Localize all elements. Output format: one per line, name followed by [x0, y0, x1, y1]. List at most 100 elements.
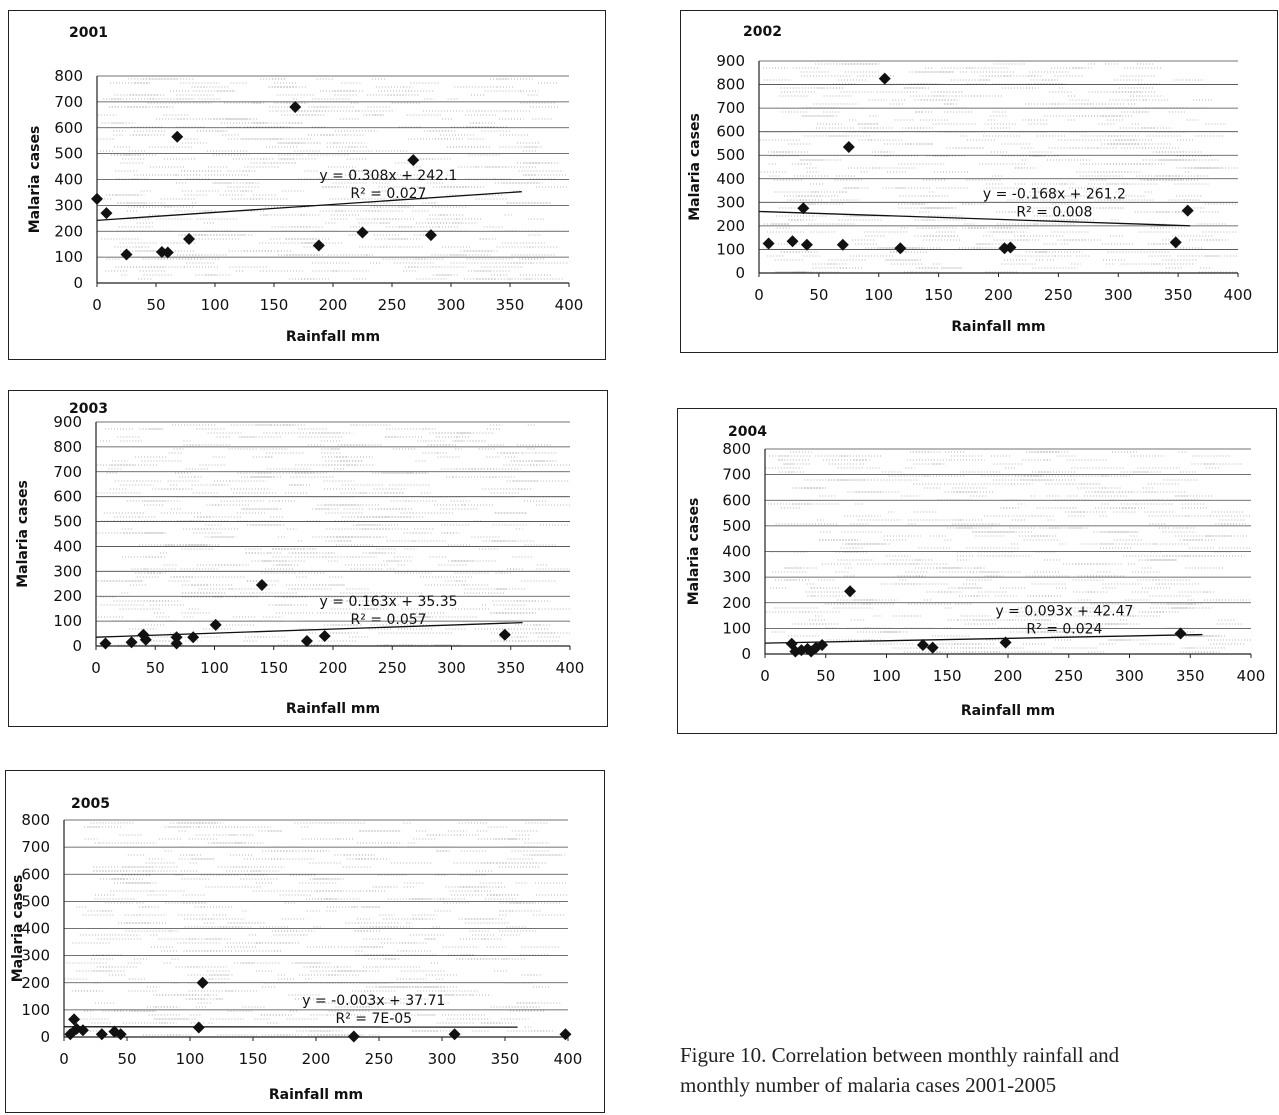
x-tick-label: 200	[319, 659, 348, 677]
y-tick-label: 400	[21, 920, 50, 938]
y-tick-label: 0	[40, 1028, 50, 1046]
x-tick-label: 200	[984, 286, 1013, 304]
x-tick-label: 0	[92, 296, 102, 314]
data-point	[300, 635, 313, 648]
x-tick-label: 50	[809, 286, 828, 304]
chart-title: 2003	[69, 401, 108, 417]
x-tick-label: 50	[816, 667, 835, 685]
y-tick-label: 500	[53, 513, 82, 531]
chart-2004: 0 100 200 300 400 500 600 700 800 0 50 100 150 200 250…	[677, 408, 1277, 734]
y-tick-label: 800	[722, 440, 751, 458]
data-point	[916, 639, 929, 652]
x-tick-label: 400	[556, 659, 585, 677]
y-tick-label: 400	[53, 537, 82, 555]
x-tick-label: 350	[1164, 286, 1193, 304]
x-tick-label: 300	[437, 296, 466, 314]
trendline-equation: y = -0.168x + 261.2	[983, 187, 1126, 203]
x-tick-label: 250	[365, 1050, 394, 1068]
y-tick-label: 500	[54, 145, 83, 163]
data-point	[70, 1022, 83, 1035]
x-tick-label: 50	[146, 659, 165, 677]
y-axis-label: Malaria cases	[27, 126, 43, 234]
y-tick-label: 100	[53, 612, 82, 630]
y-tick-label: 100	[54, 248, 83, 266]
y-tick-label: 300	[722, 568, 751, 586]
data-point	[91, 192, 103, 205]
data-point	[762, 237, 775, 250]
data-point	[424, 229, 437, 242]
trendline-equation: y = 0.093x + 42.47	[995, 604, 1133, 620]
data-point	[64, 1028, 77, 1041]
x-tick-label: 400	[1224, 286, 1253, 304]
y-tick-label: 600	[53, 488, 82, 506]
y-tick-label: 600	[716, 123, 745, 141]
y-tick-label: 300	[54, 196, 83, 214]
x-tick-label: 100	[176, 1050, 205, 1068]
x-tick-label: 400	[1237, 667, 1266, 685]
data-point	[68, 1013, 81, 1026]
data-point	[255, 579, 268, 592]
data-point	[842, 140, 855, 153]
y-tick-label: 300	[21, 947, 50, 965]
x-tick-label: 50	[117, 1050, 136, 1068]
x-axis-label: Rainfall mm	[961, 703, 1055, 719]
data-point	[816, 639, 829, 652]
x-tick-label: 150	[260, 296, 289, 314]
data-point	[498, 628, 511, 641]
chart-title: 2004	[728, 424, 767, 440]
y-tick-label: 100	[716, 240, 745, 258]
y-tick-label: 200	[722, 594, 751, 612]
x-tick-label: 350	[496, 659, 525, 677]
y-tick-label: 0	[72, 637, 82, 655]
data-point	[99, 637, 112, 650]
data-point	[161, 246, 174, 259]
trendline-equation: y = 0.308x + 242.1	[319, 168, 457, 184]
y-tick-label: 700	[54, 93, 83, 111]
data-point	[95, 1028, 108, 1041]
data-point	[76, 1024, 89, 1037]
data-point	[192, 1021, 205, 1034]
data-point	[289, 101, 302, 114]
data-point	[139, 633, 152, 646]
caption-line-2: monthly number of malaria cases 2001-200…	[680, 1073, 1057, 1097]
data-point	[183, 233, 196, 246]
x-tick-label: 200	[994, 667, 1023, 685]
x-tick-label: 0	[59, 1050, 69, 1068]
y-tick-label: 200	[21, 974, 50, 992]
x-tick-label: 200	[319, 296, 348, 314]
x-tick-label: 250	[378, 659, 407, 677]
y-tick-label: 500	[716, 146, 745, 164]
y-tick-label: 100	[21, 1001, 50, 1019]
y-axis-label: Malaria cases	[686, 498, 702, 606]
x-tick-label: 150	[259, 659, 288, 677]
y-tick-label: 800	[54, 67, 83, 85]
plot-texture	[759, 63, 1238, 273]
y-tick-label: 200	[54, 222, 83, 240]
trendline-r-squared: R² = 0.024	[1026, 622, 1102, 638]
data-point	[795, 644, 808, 657]
x-axis-label: Rainfall mm	[269, 1087, 363, 1103]
x-tick-label: 200	[302, 1050, 331, 1068]
trendline-r-squared: R² = 0.027	[350, 186, 426, 202]
data-point	[114, 1028, 127, 1041]
data-point	[1174, 627, 1187, 640]
data-point	[786, 235, 799, 248]
x-tick-label: 300	[437, 659, 466, 677]
y-tick-label: 700	[716, 99, 745, 117]
trendline	[764, 633, 1203, 644]
y-axis-label: Malaria cases	[10, 875, 26, 983]
y-tick-label: 600	[21, 865, 50, 883]
x-tick-label: 350	[1176, 667, 1205, 685]
y-tick-label: 800	[716, 76, 745, 94]
plot-texture	[765, 451, 1251, 653]
x-axis-label: Rainfall mm	[951, 319, 1045, 335]
data-point	[356, 226, 369, 239]
trendline-r-squared: R² = 7E-05	[336, 1011, 413, 1027]
data-point	[312, 239, 325, 252]
y-tick-label: 0	[73, 274, 83, 292]
chart-2005: 0 100 200 300 400 500 600 700 800 0 50 100 150 200 250…	[5, 770, 605, 1113]
trendline-equation: y = -0.003x + 37.71	[302, 993, 445, 1009]
x-tick-label: 300	[1115, 667, 1144, 685]
y-tick-label: 300	[716, 193, 745, 211]
trendline	[758, 210, 1191, 227]
